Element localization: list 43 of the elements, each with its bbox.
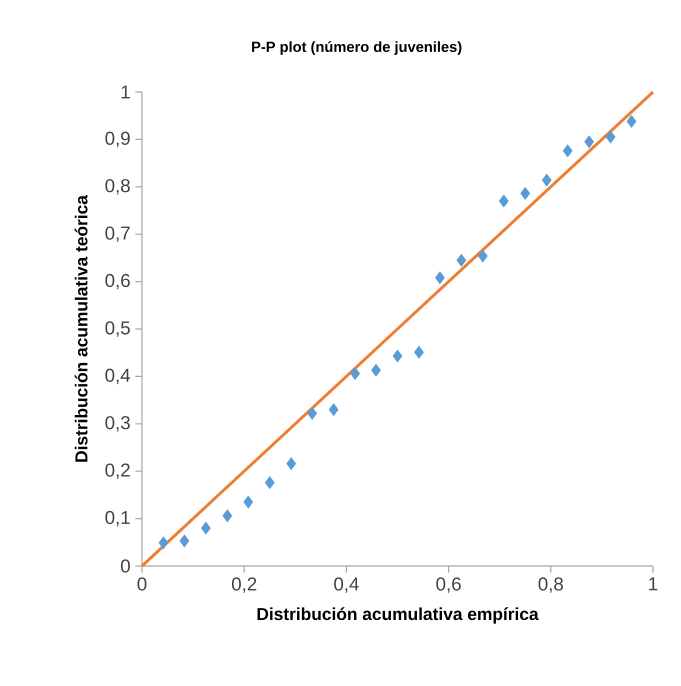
point	[201, 522, 211, 534]
chart-title: P-P plot (número de juveniles)	[252, 41, 462, 55]
y-tick-label: 0,2	[105, 463, 130, 479]
point	[307, 406, 318, 420]
y-tick-label: 0,1	[105, 510, 130, 526]
y-tick-label: 0,3	[105, 416, 130, 432]
point	[328, 403, 338, 416]
x-axis-title: Distribución acumulativa empírica	[258, 607, 539, 624]
x-tick-label: 1	[649, 577, 658, 590]
y-tick-label: 0,5	[105, 321, 130, 337]
y-tick-label: 0,4	[105, 368, 130, 384]
y-tick-label: 0,6	[105, 274, 130, 290]
x-tick-label: 0	[138, 577, 146, 591]
point	[562, 144, 573, 158]
point	[243, 496, 254, 508]
y-tick-label: 0,8	[105, 179, 130, 195]
point	[478, 250, 488, 262]
point	[520, 187, 530, 200]
y-tick-label: 0,7	[105, 226, 130, 242]
y-tick-label: 0	[120, 559, 130, 573]
x-tick-label: 0,6	[436, 577, 461, 593]
point	[264, 476, 275, 489]
point	[286, 457, 296, 470]
y-tick-label: 0,9	[105, 132, 130, 148]
x-tick-label: 0,4	[334, 577, 359, 593]
point	[180, 534, 190, 548]
point	[392, 350, 402, 362]
point	[371, 364, 381, 377]
point	[626, 114, 636, 128]
point	[606, 130, 616, 144]
point	[222, 509, 232, 522]
x-tick-label: 0,2	[232, 577, 256, 593]
point	[414, 346, 424, 359]
point	[498, 194, 509, 208]
y-tick-label: 1	[122, 86, 130, 98]
point	[350, 367, 360, 380]
point	[542, 174, 552, 187]
y-axis-title: Distribución acumulativa teórica	[74, 195, 88, 462]
point	[456, 254, 466, 267]
point	[158, 536, 168, 550]
x-tick-label: 0,8	[538, 577, 563, 593]
point	[584, 135, 594, 148]
point	[435, 271, 445, 284]
